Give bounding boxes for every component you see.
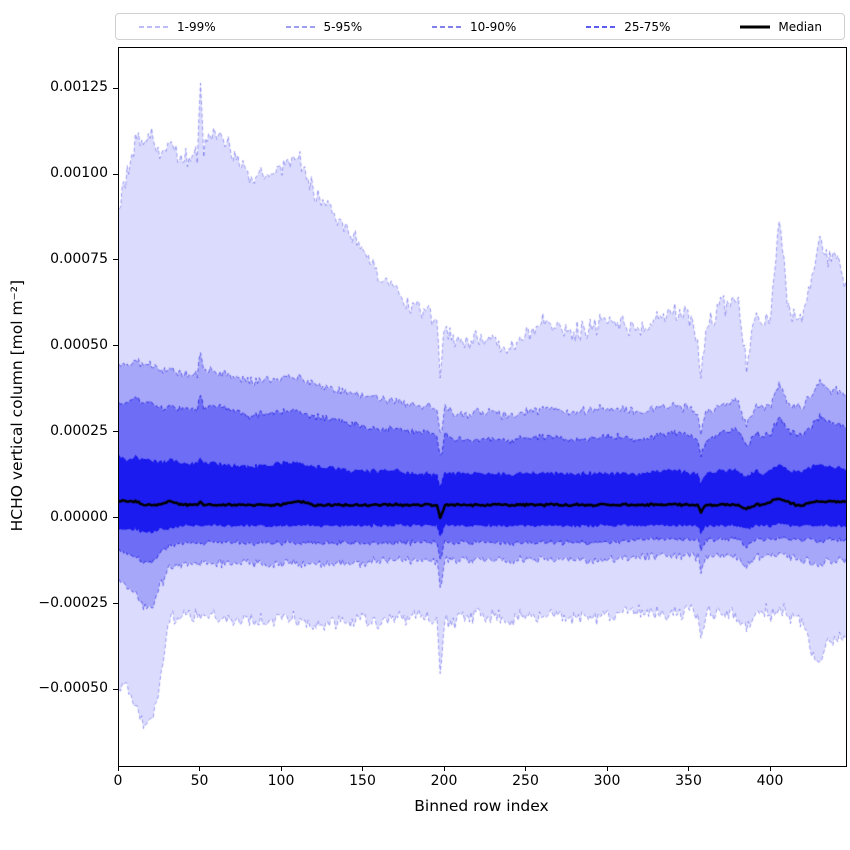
y-tick-label: 0.00125 [50,79,108,96]
y-tick-label: −0.00025 [38,594,108,611]
legend-item-25-75-: 25-75% [585,21,670,33]
x-tick-label: 400 [756,773,784,789]
x-tick-label: 350 [675,773,702,789]
x-tick-label: 100 [267,773,295,789]
legend-item-1-99-: 1-99% [138,21,216,33]
y-tick-mark [113,345,118,347]
legend-item-label: Median [778,19,822,34]
y-tick-label: −0.00050 [38,680,108,697]
x-tick-mark [606,766,608,771]
y-tick-label: 0.00100 [50,165,108,182]
chart-canvas [119,48,846,766]
x-tick-mark [688,766,690,771]
y-tick-mark [113,87,118,89]
legend-item-10-90-: 10-90% [431,21,516,33]
y-tick-mark [113,431,118,433]
legend-item-5-95-: 5-95% [285,19,363,34]
legend-sample-line [432,25,463,28]
legend-sample-line [139,25,169,28]
x-tick-mark [443,766,445,771]
y-tick-mark [113,173,118,175]
legend-item-label: 25-75% [624,19,671,34]
x-tick-label: 50 [190,773,209,789]
y-tick-label: 0.00075 [50,250,108,267]
y-tick-label: 0.00025 [50,422,108,439]
x-tick-mark [769,766,771,771]
legend-sample-line [740,25,771,28]
y-tick-label: 0.00050 [50,336,108,353]
legend: 1-99% 5-95% 10-90% 25-75% Median [115,13,845,40]
y-tick-mark [113,688,118,690]
x-axis-label: Binned row index [414,797,549,815]
y-tick-mark [113,517,118,519]
x-tick-mark [280,766,282,771]
legend-item-label: 5-95% [323,19,363,34]
y-tick-mark [113,259,118,261]
x-tick-mark [525,766,526,771]
x-tick-mark [117,766,119,771]
y-tick-label: 0.00000 [50,508,108,525]
y-axis-label: HCHO vertical column [mol m⁻²] [8,280,26,532]
legend-item-median: Median [739,21,822,33]
legend-item-label: 10-90% [470,19,517,34]
x-tick-mark [199,766,200,771]
plot-area [118,47,847,767]
y-axis-label-wrap: HCHO vertical column [mol m⁻²] [6,47,28,765]
x-tick-label: 0 [113,773,123,789]
x-tick-label: 150 [349,773,376,789]
legend-sample-line [586,25,617,28]
x-tick-label: 250 [512,773,539,789]
legend-item-label: 1-99% [177,19,216,34]
legend-sample-line [285,25,316,28]
x-tick-mark [362,766,363,771]
x-tick-label: 300 [593,773,621,789]
y-tick-mark [113,603,118,605]
x-tick-label: 200 [430,773,458,789]
